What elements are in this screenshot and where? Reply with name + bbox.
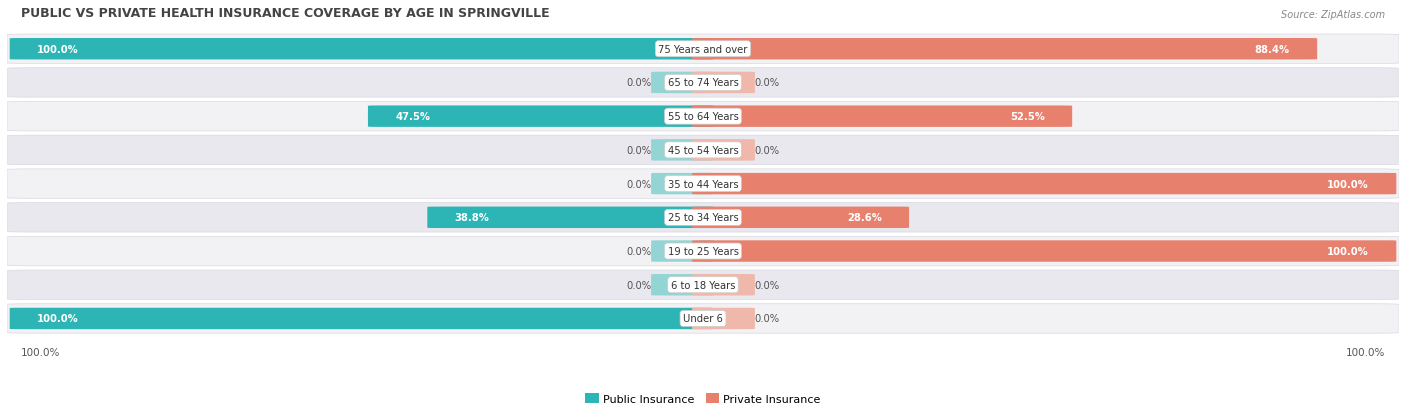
FancyBboxPatch shape: [692, 173, 1396, 195]
Text: 0.0%: 0.0%: [626, 280, 651, 290]
Text: 0.0%: 0.0%: [755, 280, 780, 290]
FancyBboxPatch shape: [651, 241, 714, 262]
Text: 0.0%: 0.0%: [755, 78, 780, 88]
Text: 45 to 54 Years: 45 to 54 Years: [668, 145, 738, 156]
FancyBboxPatch shape: [692, 241, 1396, 262]
Legend: Public Insurance, Private Insurance: Public Insurance, Private Insurance: [581, 389, 825, 408]
Text: 100.0%: 100.0%: [1327, 179, 1369, 189]
FancyBboxPatch shape: [651, 274, 714, 296]
FancyBboxPatch shape: [7, 271, 1399, 300]
Text: 100.0%: 100.0%: [37, 45, 79, 55]
FancyBboxPatch shape: [692, 106, 1073, 128]
Text: 35 to 44 Years: 35 to 44 Years: [668, 179, 738, 189]
FancyBboxPatch shape: [692, 308, 755, 330]
Text: 0.0%: 0.0%: [626, 78, 651, 88]
FancyBboxPatch shape: [7, 169, 1399, 199]
FancyBboxPatch shape: [692, 39, 1317, 60]
Text: Under 6: Under 6: [683, 314, 723, 324]
FancyBboxPatch shape: [7, 304, 1399, 333]
Text: 100.0%: 100.0%: [21, 347, 60, 357]
FancyBboxPatch shape: [651, 173, 714, 195]
Text: 100.0%: 100.0%: [1346, 347, 1385, 357]
FancyBboxPatch shape: [692, 274, 755, 296]
FancyBboxPatch shape: [427, 207, 714, 228]
Text: PUBLIC VS PRIVATE HEALTH INSURANCE COVERAGE BY AGE IN SPRINGVILLE: PUBLIC VS PRIVATE HEALTH INSURANCE COVER…: [21, 7, 550, 19]
Text: 28.6%: 28.6%: [846, 213, 882, 223]
Text: 55 to 64 Years: 55 to 64 Years: [668, 112, 738, 122]
Text: 0.0%: 0.0%: [626, 247, 651, 256]
FancyBboxPatch shape: [10, 39, 714, 60]
Text: 0.0%: 0.0%: [755, 145, 780, 156]
FancyBboxPatch shape: [651, 140, 714, 161]
FancyBboxPatch shape: [7, 136, 1399, 165]
Text: 38.8%: 38.8%: [454, 213, 489, 223]
FancyBboxPatch shape: [10, 308, 714, 330]
Text: 47.5%: 47.5%: [395, 112, 430, 122]
Text: 52.5%: 52.5%: [1010, 112, 1045, 122]
FancyBboxPatch shape: [368, 106, 714, 128]
Text: 6 to 18 Years: 6 to 18 Years: [671, 280, 735, 290]
Text: 0.0%: 0.0%: [626, 145, 651, 156]
Text: 100.0%: 100.0%: [1327, 247, 1369, 256]
FancyBboxPatch shape: [692, 73, 755, 94]
Text: 0.0%: 0.0%: [755, 314, 780, 324]
FancyBboxPatch shape: [692, 140, 755, 161]
FancyBboxPatch shape: [651, 73, 714, 94]
Text: 0.0%: 0.0%: [626, 179, 651, 189]
FancyBboxPatch shape: [7, 203, 1399, 233]
Text: 75 Years and over: 75 Years and over: [658, 45, 748, 55]
Text: 65 to 74 Years: 65 to 74 Years: [668, 78, 738, 88]
FancyBboxPatch shape: [7, 35, 1399, 64]
FancyBboxPatch shape: [7, 237, 1399, 266]
FancyBboxPatch shape: [7, 102, 1399, 132]
FancyBboxPatch shape: [7, 69, 1399, 98]
FancyBboxPatch shape: [692, 207, 910, 228]
Text: 100.0%: 100.0%: [37, 314, 79, 324]
Text: 19 to 25 Years: 19 to 25 Years: [668, 247, 738, 256]
Text: 25 to 34 Years: 25 to 34 Years: [668, 213, 738, 223]
Text: 88.4%: 88.4%: [1254, 45, 1289, 55]
Text: Source: ZipAtlas.com: Source: ZipAtlas.com: [1281, 9, 1385, 19]
